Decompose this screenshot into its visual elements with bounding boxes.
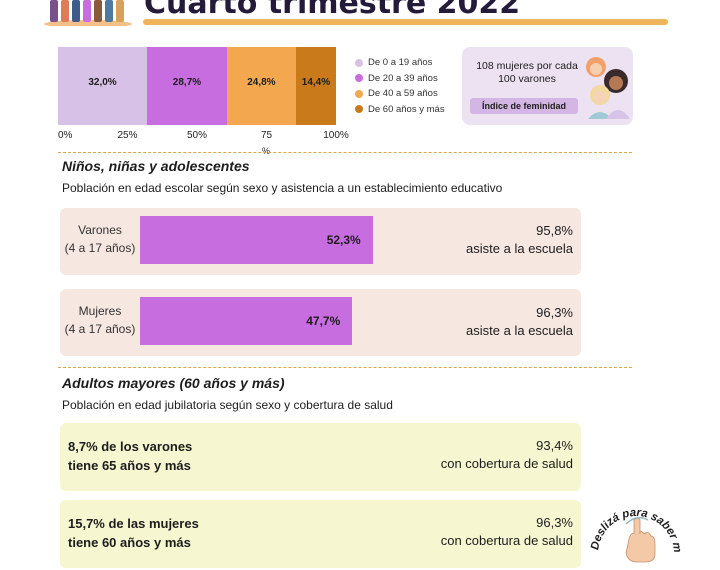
bar-segment: 14,4% <box>295 47 336 125</box>
boys-share-bar: 52,3% <box>140 216 373 264</box>
boys-label: Varones (4 a 17 años) <box>64 223 136 255</box>
girls-label: Mujeres (4 a 17 años) <box>64 304 136 336</box>
legend-label: De 60 años y más <box>368 103 445 115</box>
x-tick-label: 0% <box>58 130 73 141</box>
feminity-card: 108 mujeres por cada 100 varones Índice … <box>462 47 633 125</box>
x-axis-label: % <box>262 146 271 156</box>
elderly-title: Adultos mayores (60 años y más) <box>62 375 285 391</box>
bar-segment: 28,7% <box>147 47 227 125</box>
elderly-men-share: 8,7% de los varones tiene 65 años y más <box>68 439 193 473</box>
age-stacked-bar: 32,0% 28,7% 24,8% 14,4% <box>58 47 336 125</box>
legend-swatch <box>355 58 363 67</box>
divider <box>58 152 632 153</box>
legend-swatch <box>355 74 363 83</box>
divider <box>58 367 632 368</box>
legend-label: De 40 a 59 años <box>368 88 438 100</box>
swipe-hint[interactable]: Deslizá para saber más <box>588 498 684 568</box>
legend-item: De 40 a 59 años <box>355 86 445 102</box>
bar-segment-label: 28,7% <box>172 77 202 88</box>
boys-attendance: 95,8% asiste a la escuela <box>466 223 573 256</box>
women-illustration <box>586 57 630 119</box>
elderly-women-coverage: 96,3% con cobertura de salud <box>440 515 573 548</box>
people-illustration <box>44 0 132 26</box>
hand-icon <box>625 517 656 563</box>
legend-item: De 60 años y más <box>355 102 445 118</box>
girls-card: Mujeres (4 a 17 años) 47,7% 96,3% asiste… <box>60 289 581 356</box>
girls-share-bar: 47,7% <box>140 297 353 345</box>
elderly-women-share: 15,7% de las mujeres tiene 60 años y más <box>68 516 199 550</box>
bar-segment-label: 14,4% <box>301 77 331 88</box>
legend-swatch <box>355 105 363 114</box>
elderly-men-card: 8,7% de los varones tiene 65 años y más … <box>60 423 581 491</box>
title-underline <box>143 19 668 25</box>
children-subtitle: Población en edad escolar según sexo y a… <box>62 181 503 195</box>
legend-label: De 0 a 19 años <box>368 57 433 69</box>
elderly-subtitle: Población en edad jubilatoria según sexo… <box>62 398 393 412</box>
elderly-men-coverage: 93,4% con cobertura de salud <box>440 438 573 471</box>
page-title: Cuarto trimestre 2022 <box>144 0 521 21</box>
bar-segment: 32,0% <box>58 47 148 125</box>
x-tick-label: 25% <box>117 130 138 141</box>
legend-swatch <box>355 89 363 98</box>
bar-segment-label: 32,0% <box>88 77 117 88</box>
chart-legend: De 0 a 19 años De 20 a 39 años De 40 a 59 … <box>355 55 445 117</box>
legend-label: De 20 a 39 años <box>368 72 438 84</box>
legend-item: De 0 a 19 años <box>355 55 445 71</box>
girls-share-value: 47,7% <box>306 314 341 328</box>
x-tick-label: 75 <box>260 130 273 141</box>
legend-item: De 20 a 39 años <box>355 71 445 87</box>
girls-attendance: 96,3% asiste a la escuela <box>466 305 573 338</box>
elderly-women-card: 15,7% de las mujeres tiene 60 años y más… <box>60 500 581 568</box>
children-title: Niños, niñas y adolescentes <box>62 158 250 174</box>
bar-segment-label: 24,8% <box>247 77 276 88</box>
boys-share-value: 52,3% <box>326 233 361 247</box>
boys-card: Varones (4 a 17 años) 52,3% 95,8% asiste… <box>60 208 581 275</box>
feminity-text: 108 mujeres por cada 100 varones <box>476 60 578 85</box>
bar-segment: 24,8% <box>226 47 296 125</box>
x-tick-label: 100% <box>323 130 349 141</box>
x-tick-label: 50% <box>186 130 208 141</box>
feminity-badge: Índice de feminidad <box>470 98 578 114</box>
